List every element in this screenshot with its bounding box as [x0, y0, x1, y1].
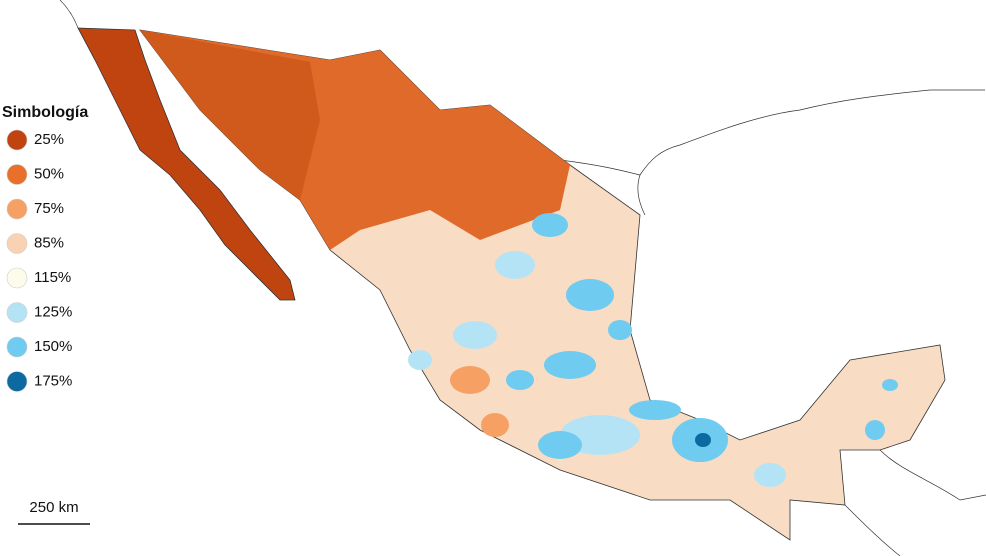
legend-label: 25% — [34, 131, 64, 148]
sonora — [140, 30, 320, 200]
coastline — [59, 0, 79, 29]
legend-swatch — [6, 233, 28, 254]
legend-label: 115% — [34, 269, 71, 286]
baja-california — [77, 27, 296, 301]
legend-label: 75% — [34, 200, 64, 217]
legend-label: 175% — [34, 372, 72, 389]
legend-swatch — [6, 267, 28, 289]
coastline — [637, 174, 646, 216]
legend-swatch — [6, 164, 28, 185]
legend: Simbología 25% 50% 75% 85% 115% 125% 150% 175% — [2, 104, 88, 392]
legend-swatch — [6, 302, 28, 323]
legend-swatch — [6, 198, 28, 220]
legend-label: 85% — [34, 234, 64, 251]
legend-title: Simbología — [2, 104, 88, 121]
legend-swatch — [6, 129, 28, 151]
wet-areas — [408, 213, 898, 487]
legend-label: 150% — [34, 338, 72, 355]
border — [844, 449, 986, 556]
scale-label: 250 km — [29, 499, 78, 516]
legend-label: 50% — [34, 165, 64, 182]
legend-label: 125% — [34, 303, 72, 320]
legend-swatch — [6, 336, 28, 358]
legend-swatch — [6, 371, 28, 392]
coastline — [559, 89, 985, 176]
